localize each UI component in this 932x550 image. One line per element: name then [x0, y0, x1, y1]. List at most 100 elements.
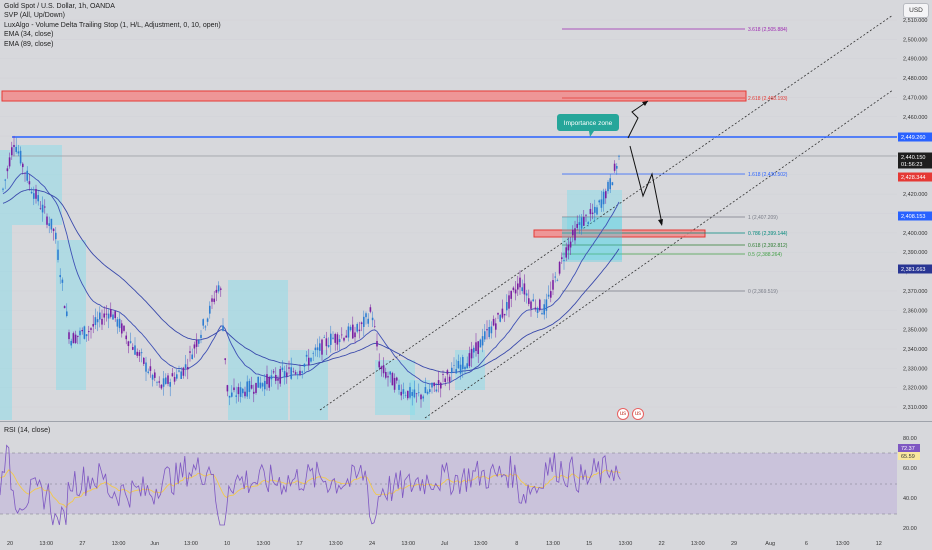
candle-body — [110, 309, 112, 317]
candle-body — [411, 392, 413, 396]
candle-body — [96, 319, 99, 323]
candle-body — [387, 376, 389, 378]
candle-body — [261, 383, 264, 387]
vp-block — [12, 145, 62, 225]
candle-body — [468, 353, 471, 367]
price-tag: 2,449.260 — [901, 135, 925, 141]
price-axis-label: 2,340.000 — [903, 347, 927, 353]
candle-body — [105, 313, 108, 315]
candle-body — [270, 375, 273, 380]
candle-body — [189, 351, 191, 353]
currency-button[interactable]: USD — [903, 3, 929, 18]
candle-body — [459, 364, 462, 374]
candle-body — [349, 326, 352, 331]
candle-body — [446, 370, 449, 375]
candle-body — [235, 395, 237, 397]
candle-body — [576, 223, 578, 228]
candle-body — [376, 341, 378, 347]
time-axis-label: 13:00 — [329, 541, 343, 547]
candle-body — [510, 290, 512, 299]
candle-body — [393, 377, 396, 390]
candle-body — [486, 329, 488, 331]
chart-legend: Gold Spot / U.S. Dollar, 1h, OANDA SVP (… — [4, 2, 221, 49]
candle-body — [127, 341, 130, 347]
projection-path-up[interactable] — [627, 100, 649, 139]
time-axis-label: Jun — [150, 541, 159, 547]
fibonacci-extension[interactable]: 3.618 (2,505.884) 2.618 (2,468.193) 1.618 … — [562, 27, 788, 295]
luxalgo-indicator[interactable]: LuxAlgo - Volume Delta Trailing Stop (1,… — [4, 21, 221, 29]
candle-body — [420, 394, 422, 400]
candle-body — [455, 369, 457, 374]
candle-body — [519, 277, 521, 288]
vp-block — [56, 240, 86, 390]
pane-separator[interactable] — [0, 421, 932, 422]
candle-body — [204, 326, 207, 328]
time-axis-label: 15 — [586, 541, 592, 547]
resistance-zone-top[interactable] — [1, 90, 747, 102]
candle-body — [345, 335, 347, 338]
candle-body — [415, 393, 418, 395]
candle-body — [288, 367, 290, 369]
support-zone[interactable] — [533, 229, 706, 238]
candle-body — [187, 366, 189, 370]
candle-body — [312, 353, 314, 354]
projection-path-down[interactable] — [629, 145, 663, 225]
candle-body — [123, 325, 125, 331]
candle-body — [202, 319, 204, 326]
rsi-indicator[interactable]: RSI (14, close) — [4, 427, 51, 434]
ema34-indicator[interactable]: EMA (34, close) — [4, 31, 54, 39]
svp-indicator[interactable]: SVP (All, Up/Down) — [4, 12, 65, 20]
price-axis-label: 2,310.000 — [903, 405, 927, 411]
candle-body — [198, 340, 200, 344]
fib-level-label: 0.5 (2,388.264) — [748, 252, 782, 258]
candle-body — [30, 191, 33, 194]
price-axis-label: 2,500.000 — [903, 37, 927, 43]
symbol-title[interactable]: Gold Spot / U.S. Dollar, 1h, OANDA — [4, 3, 115, 10]
candle-body — [596, 207, 598, 215]
candle-body — [407, 390, 409, 399]
candle-body — [310, 357, 312, 362]
candle-body — [220, 288, 222, 290]
candle-body — [547, 294, 550, 297]
candle-body — [305, 354, 308, 357]
price-tag-bg — [898, 152, 932, 162]
rsi-tag-bg — [898, 452, 920, 460]
us-flag-event-icon[interactable]: us — [632, 408, 644, 420]
importance-zone-callout[interactable]: Importance zone — [557, 114, 619, 137]
fib-level-label: 2.618 (2,468.193) — [748, 96, 788, 102]
candle-body — [343, 337, 345, 341]
candle-body — [228, 395, 231, 398]
candle-body — [400, 391, 402, 396]
candle-body — [299, 370, 301, 375]
time-axis[interactable]: 20 13:00 27 13:00 Jun 13:00 10 13:00 17 13:00 24 13… — [7, 541, 882, 547]
ema89-indicator[interactable]: EMA (89, close) — [4, 40, 54, 48]
candle-body — [327, 345, 330, 347]
candle-body — [413, 389, 416, 398]
candle-body — [35, 189, 37, 199]
candle-body — [382, 365, 385, 374]
candle-body — [334, 333, 336, 343]
time-axis-label: 13:00 — [257, 541, 271, 547]
candle-body — [398, 384, 400, 390]
rsi-line — [0, 444, 621, 526]
rsi-axis[interactable]: 80.00 60.00 40.00 20.00 — [903, 436, 917, 532]
rsi-tag: 72.37 — [901, 446, 915, 452]
candle-body — [552, 280, 554, 290]
candle-body — [473, 347, 475, 353]
time-axis-label: 13:00 — [401, 541, 415, 547]
candle-body — [165, 377, 167, 384]
candle-body — [151, 374, 154, 380]
candle-body — [616, 166, 618, 169]
candle-body — [121, 323, 123, 334]
candle-body — [308, 357, 310, 366]
candle-body — [457, 360, 460, 369]
candle-body — [583, 216, 585, 226]
candle-body — [184, 364, 187, 368]
candle-body — [618, 155, 620, 157]
us-flag-event-icon[interactable]: us — [617, 408, 629, 420]
candle-body — [246, 381, 248, 397]
candle-body — [422, 396, 424, 399]
candle-body — [136, 351, 138, 356]
